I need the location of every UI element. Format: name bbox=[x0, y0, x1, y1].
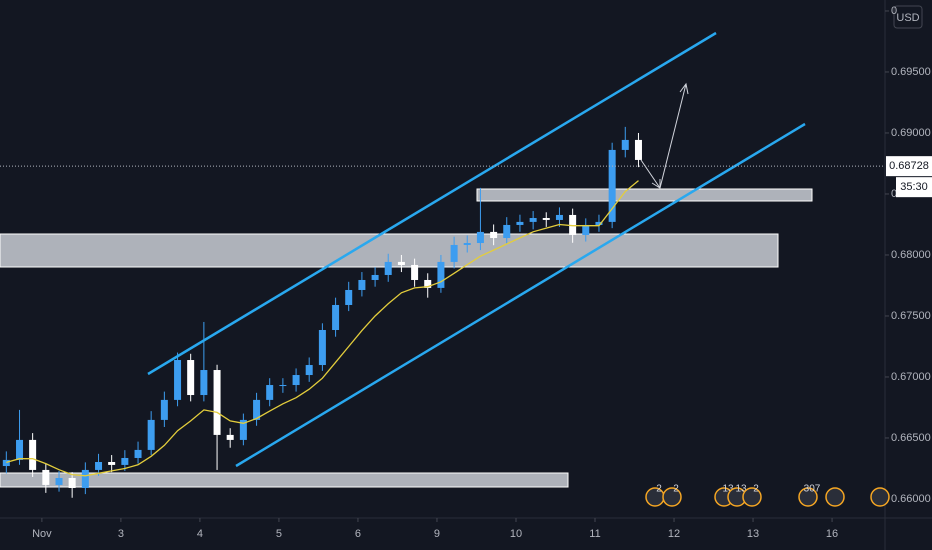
candle-body bbox=[187, 360, 195, 396]
x-tick-label: Nov bbox=[32, 528, 52, 540]
candle-body bbox=[476, 231, 484, 244]
event-count: 2 bbox=[656, 484, 662, 495]
candle-body bbox=[108, 462, 116, 465]
event-count: 2 bbox=[753, 484, 759, 495]
event-count: 13 bbox=[735, 484, 747, 495]
candle-body bbox=[266, 385, 274, 400]
arrow-head bbox=[679, 82, 689, 95]
candle-body bbox=[42, 469, 50, 485]
candle-body bbox=[424, 279, 432, 288]
candle-body bbox=[318, 330, 326, 366]
candle-body bbox=[160, 399, 168, 420]
event-icon bbox=[662, 487, 682, 507]
countdown-label: 35:30 bbox=[900, 181, 928, 193]
candle-body bbox=[292, 375, 300, 386]
candle-body bbox=[503, 224, 511, 239]
candle-body bbox=[634, 139, 642, 160]
event-icon bbox=[870, 487, 890, 507]
y-tick-label: 0.66000 bbox=[891, 493, 931, 505]
candle-body bbox=[134, 449, 142, 458]
y-tick-label: 0.67000 bbox=[891, 371, 931, 383]
candle-body bbox=[542, 218, 550, 220]
y-tick-label: 0 bbox=[891, 188, 897, 200]
channel-line bbox=[147, 31, 717, 376]
x-tick-label: 10 bbox=[510, 528, 522, 540]
candle-body bbox=[371, 274, 379, 280]
candle-body bbox=[16, 439, 24, 460]
y-tick-label: 0.68000 bbox=[891, 249, 931, 261]
y-tick-label: 0.69500 bbox=[891, 66, 931, 78]
candle-body bbox=[384, 261, 392, 275]
candle-body bbox=[147, 419, 155, 450]
candle-body bbox=[529, 218, 537, 222]
candle-body bbox=[55, 477, 63, 485]
candle-body bbox=[305, 365, 313, 376]
series bbox=[2, 126, 642, 498]
candle-body bbox=[253, 399, 261, 420]
price-label-box bbox=[886, 156, 932, 177]
candle-body bbox=[174, 360, 182, 400]
zone-box bbox=[0, 472, 569, 488]
candle-body bbox=[332, 304, 340, 331]
x-tick-label: 9 bbox=[434, 528, 440, 540]
candle-body bbox=[411, 264, 419, 280]
candle-body bbox=[595, 221, 603, 225]
zone-box bbox=[476, 188, 813, 202]
event-icon bbox=[742, 487, 762, 507]
candle-body bbox=[213, 370, 221, 435]
event-count: 307 bbox=[804, 484, 821, 495]
currency-button[interactable] bbox=[893, 5, 923, 29]
event-icon bbox=[825, 487, 845, 507]
y-tick-label: 0.67500 bbox=[891, 310, 931, 322]
event-count: 2 bbox=[673, 484, 679, 495]
candle-body bbox=[226, 434, 234, 440]
x-tick-label: 5 bbox=[276, 528, 282, 540]
x-tick-label: 12 bbox=[668, 528, 680, 540]
zones bbox=[0, 188, 813, 488]
event-icon bbox=[798, 487, 818, 507]
event-count: 13 bbox=[722, 484, 734, 495]
x-tick-label: 3 bbox=[118, 528, 124, 540]
candle-body bbox=[621, 139, 629, 150]
candle-body bbox=[2, 459, 10, 467]
x-tick-label: 13 bbox=[747, 528, 759, 540]
countdown-box bbox=[896, 177, 932, 198]
x-tick-label: 6 bbox=[355, 528, 361, 540]
candle-body bbox=[569, 214, 577, 235]
candle-body bbox=[516, 221, 524, 225]
candle-body bbox=[555, 214, 563, 220]
y-tick-label: 0.69000 bbox=[891, 127, 931, 139]
candle-body bbox=[582, 224, 590, 235]
arrow-head bbox=[651, 179, 661, 189]
candle-body bbox=[279, 385, 287, 387]
candle-body bbox=[81, 469, 89, 488]
candle-body bbox=[121, 457, 129, 465]
candle-body bbox=[450, 244, 458, 262]
zone-box bbox=[0, 233, 779, 268]
x-tick-label: 16 bbox=[826, 528, 838, 540]
candle-body bbox=[345, 289, 353, 305]
candle-body bbox=[68, 477, 76, 488]
last-price-label: 0.68728 bbox=[889, 160, 929, 172]
x-tick-label: 4 bbox=[197, 528, 203, 540]
candle-body bbox=[95, 462, 103, 470]
channel-line bbox=[235, 122, 806, 468]
drawings bbox=[147, 31, 806, 468]
currency-label[interactable]: USD bbox=[896, 12, 919, 24]
candle-body bbox=[200, 370, 208, 396]
candle-body bbox=[463, 243, 471, 245]
y-tick-label: 0.66500 bbox=[891, 432, 931, 444]
candle-body bbox=[437, 261, 445, 288]
candle-body bbox=[490, 231, 498, 239]
x-tick-label: 11 bbox=[589, 528, 600, 540]
candle-body bbox=[397, 261, 405, 265]
moving-average bbox=[6, 180, 639, 477]
candle-body bbox=[358, 279, 366, 290]
y-tick-label: 0 bbox=[891, 5, 897, 17]
candle-body bbox=[608, 149, 616, 222]
candle-body bbox=[29, 439, 37, 470]
candle-body bbox=[239, 419, 247, 440]
